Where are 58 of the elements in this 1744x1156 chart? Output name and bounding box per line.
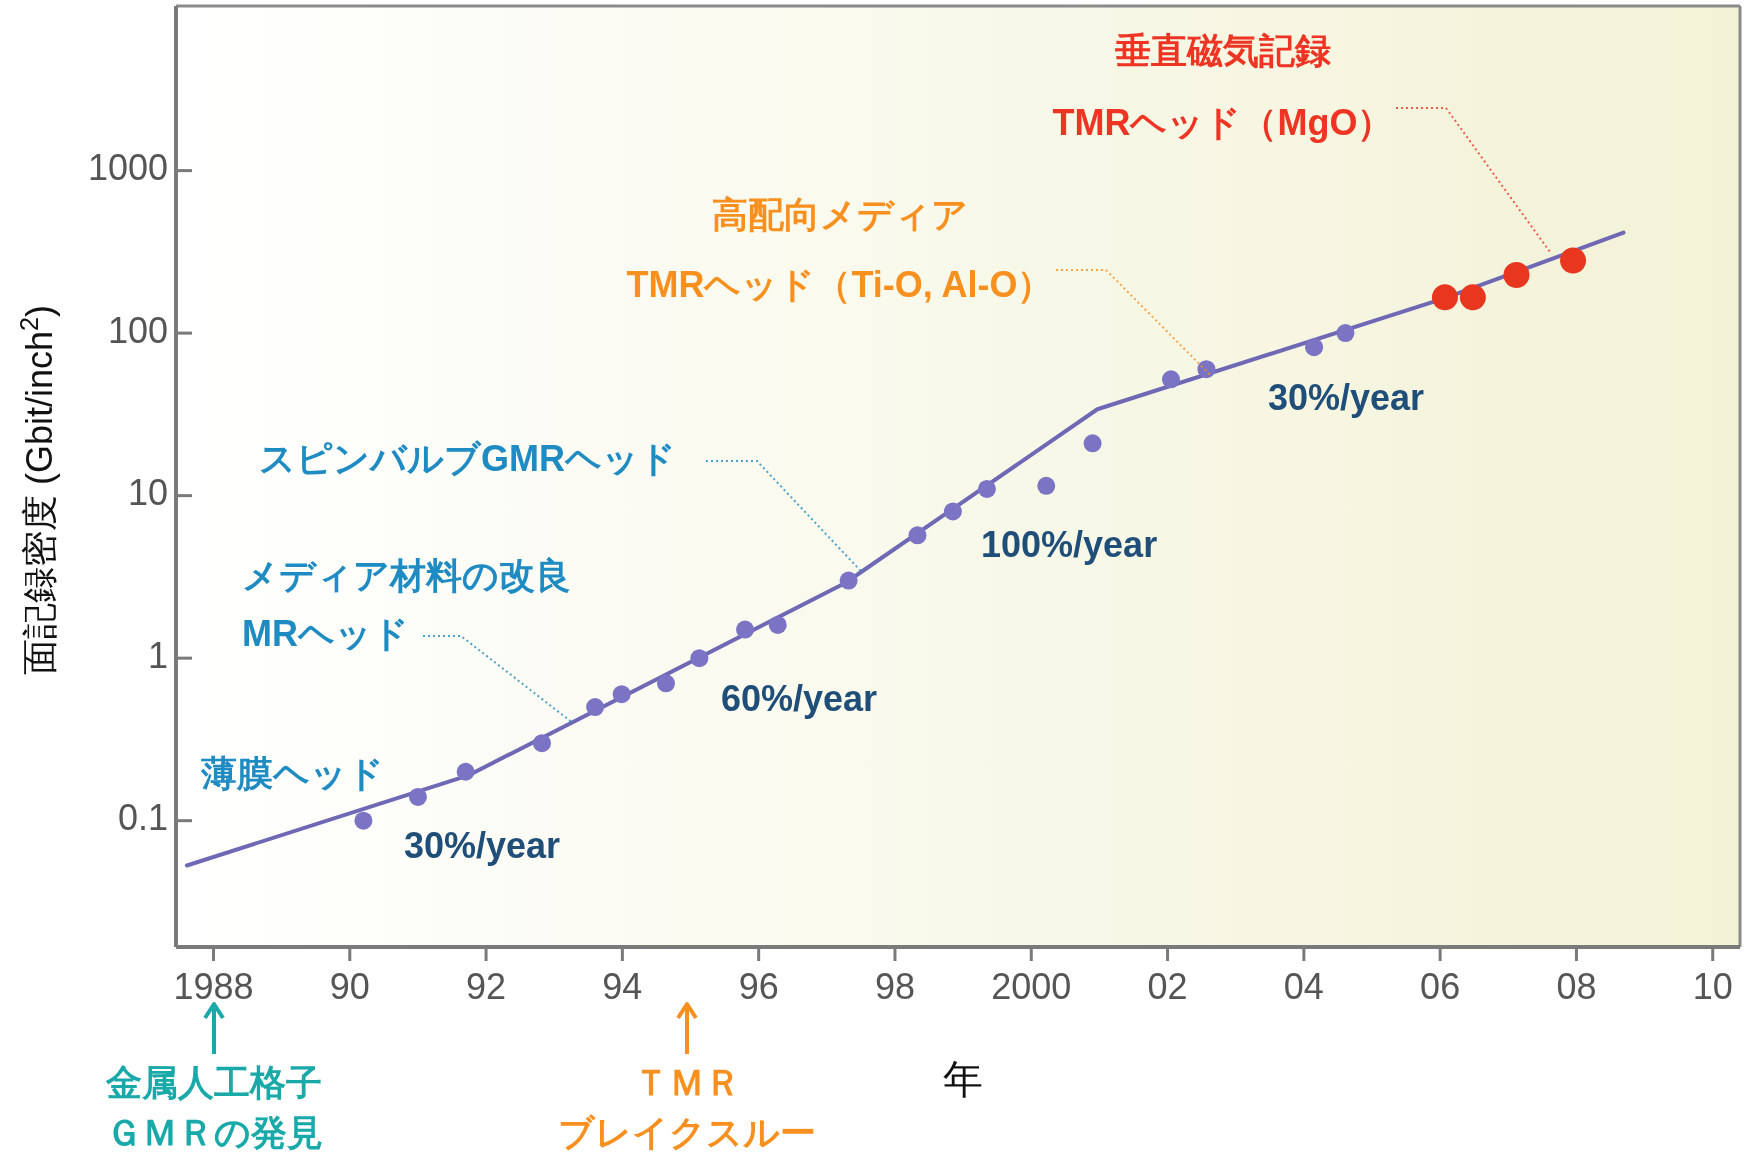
point [1197,360,1216,379]
point [977,479,996,498]
point [456,762,475,781]
point [690,649,709,668]
point [908,526,927,545]
point [1503,261,1530,288]
y-tick-label: 1000 [87,147,168,189]
text: ＧＭＲの発見 [105,1111,323,1153]
point [612,685,631,704]
point [943,502,962,521]
point [768,615,787,634]
point [1305,338,1324,357]
x-axis-title: 年 [943,1057,983,1101]
text: ブレイクスルー [558,1111,816,1153]
x-tick-label: 10 [1692,966,1733,1007]
annotation: 100%/year [981,523,1158,565]
annotation: TMRヘッド（MgO） [1052,101,1394,143]
annotation: 60%/year [721,677,878,719]
y-tick-label: 10 [127,472,168,514]
x-tick-label: 04 [1283,966,1324,1007]
annotation: 30%/year [1268,376,1425,418]
annotation: スピンバルブGMRヘッド [259,437,676,479]
annotation: メディア材料の改良 [242,554,571,596]
y-tick-label: 1 [147,634,168,676]
point [1161,370,1180,389]
x-tick-label: 92 [466,966,507,1007]
point [736,620,755,639]
text: ＴＭＲ [633,1061,741,1103]
x-tick-label: 2000 [991,966,1072,1007]
point [1459,284,1486,311]
x-tick-label: 98 [874,966,915,1007]
x-tick-label: 1988 [173,966,254,1007]
point [1560,247,1587,274]
x-tick-label: 90 [329,966,370,1007]
y-tick-label: 0.1 [117,797,168,839]
x-tick-label: 94 [602,966,643,1007]
point [408,787,427,806]
x-tick-label: 96 [738,966,779,1007]
point [839,571,858,590]
point [1037,476,1056,495]
annotation: 30%/year [404,824,561,866]
annotation: TMRヘッド（Ti-O, Al-O） [626,263,1054,305]
point [532,734,551,753]
annotation: MRヘッド [242,612,409,654]
x-tick-label: 06 [1420,966,1461,1007]
annotation: 薄膜ヘッド [200,752,384,794]
annotation: 垂直磁気記録 [1114,29,1331,71]
annotation: 高配向メディア [712,193,968,235]
point [1336,324,1355,343]
point [1083,434,1102,453]
text: 金属人工格子 [105,1061,322,1103]
point [586,698,605,717]
point [354,811,373,830]
y-tick-label: 100 [107,309,168,351]
point [656,674,675,693]
point [1431,284,1458,311]
x-tick-label: 08 [1556,966,1597,1007]
x-tick-label: 02 [1147,966,1188,1007]
